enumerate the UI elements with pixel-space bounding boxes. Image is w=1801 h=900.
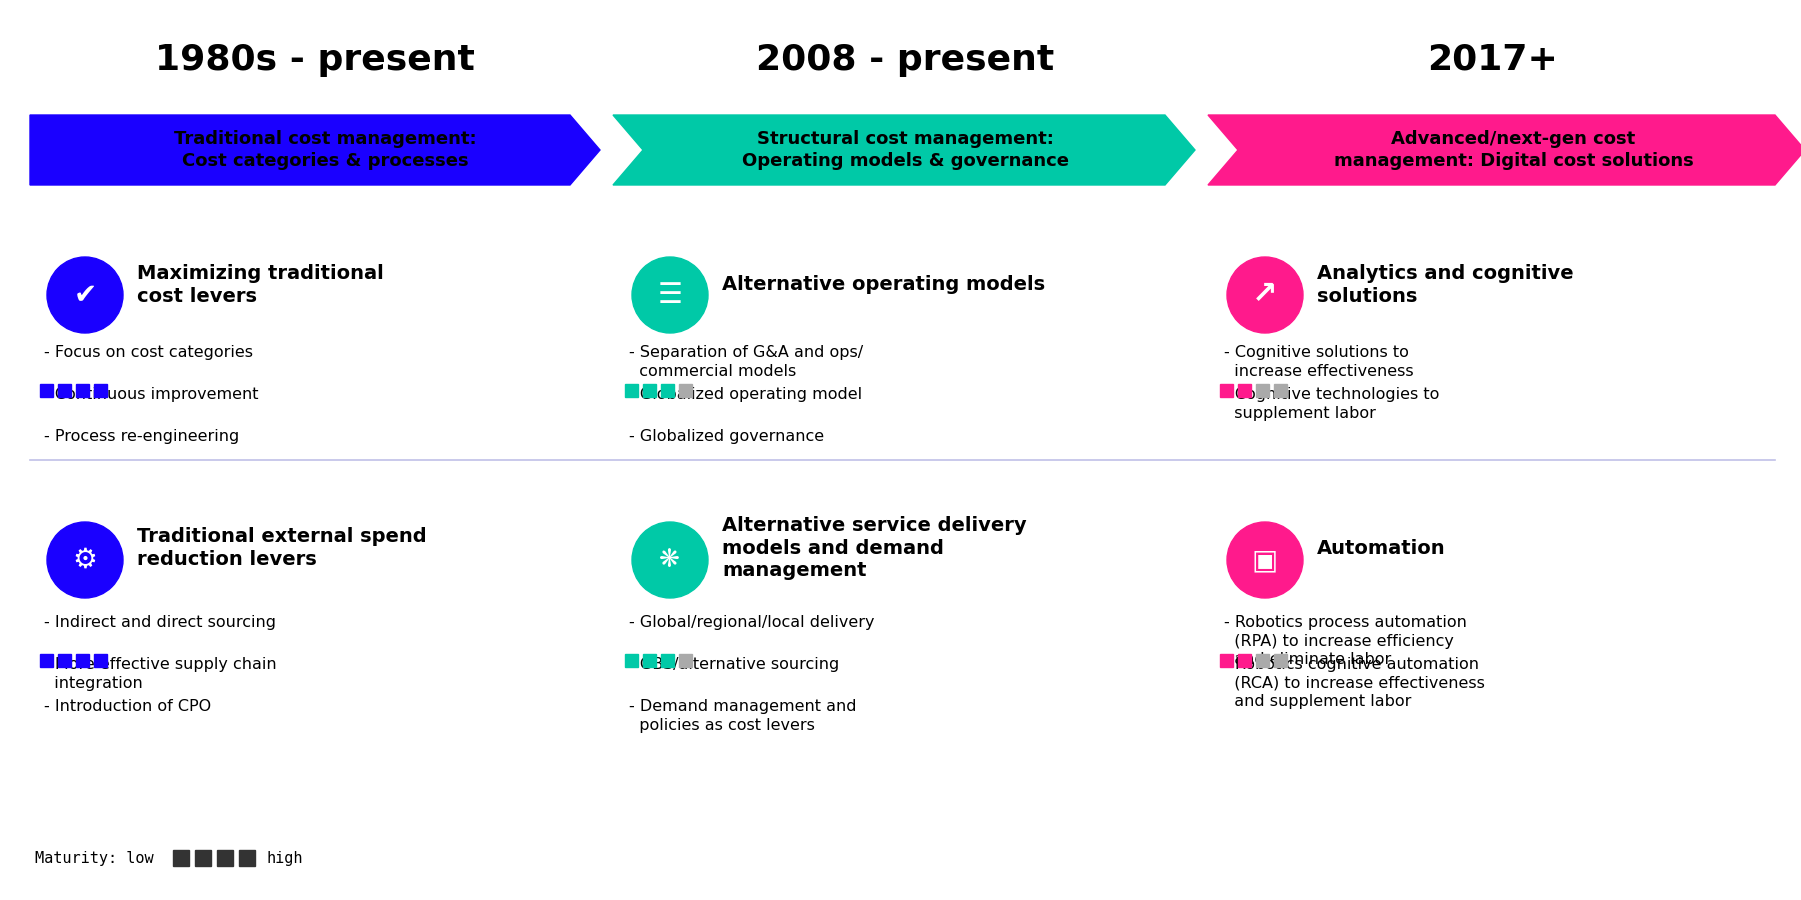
Circle shape [47,257,122,333]
Text: - Separation of G&A and ops/
  commercial models: - Separation of G&A and ops/ commercial … [629,345,863,379]
Polygon shape [31,115,600,185]
Text: Advanced/next-gen cost
management: Digital cost solutions: Advanced/next-gen cost management: Digit… [1333,130,1693,170]
Circle shape [632,257,708,333]
Bar [625,383,638,397]
Bar [40,383,52,397]
Bar [1237,383,1252,397]
Bar [679,383,692,397]
Circle shape [47,522,122,598]
Text: Alternative service delivery
models and demand
management: Alternative service delivery models and … [722,516,1027,580]
Bar [94,383,106,397]
Text: ✔: ✔ [74,281,97,309]
Circle shape [1226,257,1302,333]
Text: - Demand management and
  policies as cost levers: - Demand management and policies as cost… [629,699,857,733]
Bar [643,383,656,397]
Text: high: high [267,850,304,866]
Text: Structural cost management:
Operating models & governance: Structural cost management: Operating mo… [742,130,1068,170]
Text: 1980s - present: 1980s - present [155,43,475,77]
Text: 2017+: 2017+ [1426,43,1558,77]
Text: Analytics and cognitive
solutions: Analytics and cognitive solutions [1317,264,1574,306]
Bar [643,653,656,667]
Bar [240,850,256,866]
Text: - Indirect and direct sourcing: - Indirect and direct sourcing [43,615,276,630]
Text: - Robotics cognitive automation
  (RCA) to increase effectiveness
  and suppleme: - Robotics cognitive automation (RCA) to… [1225,657,1484,709]
Text: ▣: ▣ [1252,546,1279,574]
Text: - Introduction of CPO: - Introduction of CPO [43,699,211,714]
Text: - Process re-engineering: - Process re-engineering [43,429,240,444]
Polygon shape [1208,115,1801,185]
Bar [195,850,211,866]
Text: - More effective supply chain
  integration: - More effective supply chain integratio… [43,657,277,690]
Text: Traditional cost management:
Cost categories & processes: Traditional cost management: Cost catego… [173,130,475,170]
Bar [76,653,88,667]
Bar [1273,383,1288,397]
Bar [1255,653,1270,667]
Polygon shape [612,115,1196,185]
Bar [1255,383,1270,397]
Text: ❋: ❋ [659,548,681,572]
Text: Maximizing traditional
cost levers: Maximizing traditional cost levers [137,264,384,306]
Circle shape [1226,522,1302,598]
Text: - Continuous improvement: - Continuous improvement [43,387,259,402]
Bar [58,653,70,667]
Text: ↗: ↗ [1252,281,1277,310]
Bar [1219,653,1234,667]
Bar [661,383,674,397]
Text: 2008 - present: 2008 - present [756,43,1054,77]
Bar [58,383,70,397]
Text: - Cognitive solutions to
  increase effectiveness: - Cognitive solutions to increase effect… [1225,345,1414,379]
Bar [76,383,88,397]
Text: - Globalized governance: - Globalized governance [629,429,825,444]
Text: Automation: Automation [1317,538,1446,557]
Text: ⚙: ⚙ [72,546,97,574]
Text: Alternative operating models: Alternative operating models [722,275,1045,294]
Text: Maturity: low: Maturity: low [34,850,153,866]
Text: Traditional external spend
reduction levers: Traditional external spend reduction lev… [137,527,427,569]
Bar [661,653,674,667]
Bar [625,653,638,667]
Text: - Cognitive technologies to
  supplement labor: - Cognitive technologies to supplement l… [1225,387,1439,420]
Bar [1273,653,1288,667]
Text: - Globalized operating model: - Globalized operating model [629,387,863,402]
Bar [216,850,232,866]
Text: ☰: ☰ [657,281,683,309]
Text: - Focus on cost categories: - Focus on cost categories [43,345,252,360]
Text: - GBS/alternative sourcing: - GBS/alternative sourcing [629,657,839,672]
Bar [1219,383,1234,397]
Bar [679,653,692,667]
Text: - Global/regional/local delivery: - Global/regional/local delivery [629,615,875,630]
Bar [94,653,106,667]
Bar [1237,653,1252,667]
Circle shape [632,522,708,598]
Bar [173,850,189,866]
Text: - Robotics process automation
  (RPA) to increase efficiency
  and eliminate lab: - Robotics process automation (RPA) to i… [1225,615,1466,667]
Bar [40,653,52,667]
